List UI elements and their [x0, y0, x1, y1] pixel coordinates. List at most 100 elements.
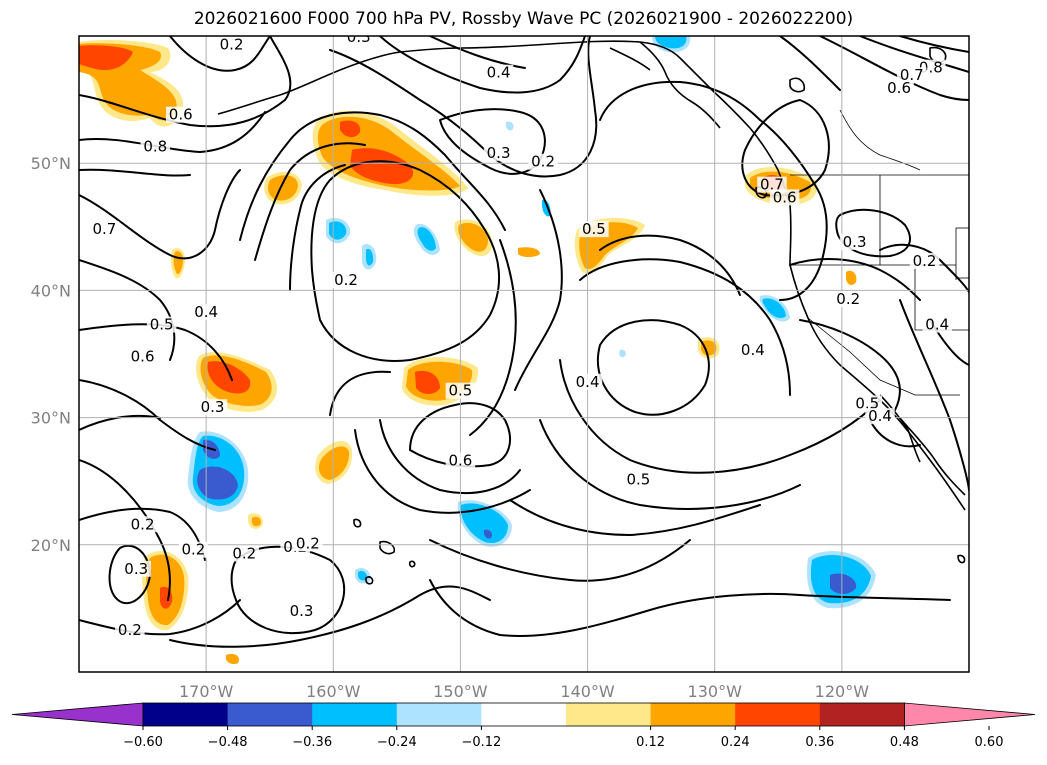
contour-label: 0.4 [922, 316, 952, 334]
contour-label-text: 0.3 [124, 560, 148, 578]
colorbar-tick-label: −0.36 [292, 735, 332, 750]
colorbar-extend-max [904, 702, 1036, 727]
contour-label-text: 0.5 [582, 220, 606, 238]
contour-label-text: 0.7 [760, 176, 784, 194]
contour-label: 0.7 [89, 220, 120, 238]
lon-tick-label: 140°W [560, 682, 615, 701]
contour-label: 0.4 [865, 407, 895, 425]
contour-label-text: 0.5 [626, 471, 650, 489]
contour-label-text: 0.3 [843, 233, 867, 251]
colorbar-segment [143, 703, 229, 726]
contour-label-text: 0.4 [868, 407, 892, 425]
contour-label-text: 0.2 [334, 271, 358, 289]
contour-label: 0.3 [483, 144, 514, 162]
lat-tick-label: 20°N [31, 536, 71, 555]
contour-label: 0.5 [623, 471, 654, 489]
contour-label-text: 0.2 [531, 153, 555, 171]
map-content: 0.2 0.30.40.60.8 0.3 0.20.70.20.50.50.40.60… [79, 28, 969, 672]
colorbar-tick-label: −0.24 [377, 735, 417, 750]
contour-label: 0.4 [191, 303, 221, 321]
contour-label: 0.2 [216, 36, 247, 54]
political-borders [790, 109, 969, 396]
colorbar-tick-label: 0.36 [805, 735, 834, 750]
contour-label-text: 0.5 [150, 316, 174, 334]
contour-label: 0.3 [197, 398, 228, 416]
colorbar-segment [481, 703, 567, 726]
colorbar-tick-label: −0.48 [208, 735, 248, 750]
lat-tick-label: 30°N [31, 409, 71, 428]
lon-tick-label: 170°W [179, 682, 234, 701]
contour-label: 0.3 [286, 602, 317, 620]
gridlines [79, 36, 969, 672]
contour-label: 0.2 [115, 621, 145, 639]
contour-label: 0.2 [833, 290, 863, 308]
colorbar-extend-min [11, 702, 144, 727]
contour-label: 0.2 [229, 545, 260, 563]
contour-label-text: 0.8 [143, 137, 167, 155]
contour-label-text: 0.2 [296, 534, 320, 552]
contour-label-text: 0.4 [741, 341, 765, 359]
contour-label: 0.3 [839, 233, 870, 251]
contour-label-text: 0.2 [220, 36, 244, 54]
colorbar-segment [650, 703, 736, 726]
contour-label-text: 0.2 [836, 290, 860, 308]
contour-label: 0.4 [572, 373, 603, 391]
colorbar-segment [819, 703, 905, 726]
contour-label: 0.2 [293, 534, 323, 552]
colorbar-segment [227, 703, 313, 726]
contour-label-text: 0.7 [92, 220, 116, 238]
latitude-labels: 50°N 40°N 30°N 20°N [31, 154, 71, 555]
contour-label-text: 0.5 [855, 394, 879, 412]
colorbar-tick-label: 0.24 [721, 735, 750, 750]
contour-label-text: 0.2 [131, 515, 155, 533]
contour-label: 0.3 [343, 28, 374, 46]
contour-label: 0.6 [445, 452, 476, 470]
contour-label-text: 0.6 [887, 79, 911, 97]
colorbar-outline [142, 702, 905, 727]
lon-tick-label: 150°W [433, 682, 488, 701]
contour-label: 0.5 [852, 394, 883, 412]
colorbar-segment [312, 703, 398, 726]
lat-tick-label: 50°N [31, 154, 71, 173]
lat-tick-label: 40°N [31, 281, 71, 300]
lon-tick-label: 120°W [815, 682, 870, 701]
contour-label-text: 0.5 [448, 382, 472, 400]
longitude-labels: 170°W 160°W 150°W 140°W 130°W 120°W [179, 682, 869, 701]
colorbar-segment [396, 703, 482, 726]
colorbar-segment [735, 703, 821, 726]
contour-label-text: 0.6 [448, 452, 472, 470]
map-frame [78, 35, 970, 673]
contour-label-text: 0.4 [487, 64, 511, 82]
contour-label: 0.4 [483, 64, 514, 82]
pv-contours [79, 36, 969, 648]
contour-label-text: 0.2 [118, 621, 142, 639]
contour-label: 0.2 [528, 153, 558, 171]
colorbar [11, 702, 1036, 730]
colorbar-tick-label: 0.48 [890, 735, 919, 750]
contour-labels: 0.2 0.30.40.60.8 0.3 0.20.70.20.50.50.40.60… [89, 28, 952, 639]
contour-label: 0.7 [897, 66, 927, 84]
contour-label: 0.5 [579, 220, 609, 238]
contour-label: 0.2 [331, 271, 361, 289]
contour-label-text: 0.7 [900, 66, 924, 84]
contour-label: 0.7 [757, 176, 787, 194]
colorbar-tick-labels: −0.60 −0.48 −0.36 −0.24 −0.12 0.12 0.24 0.36 0.4… [123, 735, 1003, 750]
contour-label-text: 0.6 [773, 188, 797, 206]
colorbar-tick-label: −0.12 [461, 735, 501, 750]
colorbar-segment [566, 703, 652, 726]
contour-label-text: 0.3 [347, 28, 371, 46]
contour-label: 0.2 [178, 541, 209, 559]
contour-label: 0.4 [738, 341, 768, 359]
contour-label-text: 0.2 [181, 541, 205, 559]
contour-label-text: 0.4 [925, 316, 949, 334]
contour-label: 0.8 [140, 137, 171, 155]
contour-label: 0.6 [127, 347, 158, 365]
contour-label-text: 0.6 [169, 106, 193, 124]
contour-label: 0.6 [884, 79, 914, 97]
contour-label: 0.6 [769, 188, 800, 206]
contour-label: 0.5 [445, 382, 476, 400]
contour-label-text: 0.6 [131, 347, 155, 365]
contour-label: 0.3 [121, 560, 151, 578]
contour-label-text: 0.2 [232, 545, 256, 563]
